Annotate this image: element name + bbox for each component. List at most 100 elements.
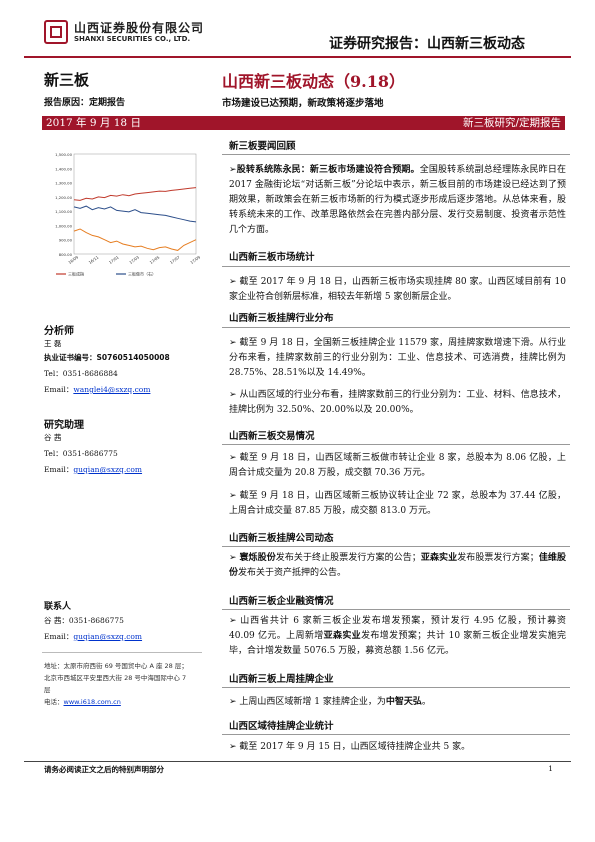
- contact-email-row: Email：guqian@sxzq.com: [44, 631, 142, 643]
- section-market-title: 山西新三板市场统计: [229, 252, 315, 263]
- bullet-icon: ➢: [229, 277, 240, 287]
- section-trading-title: 山西新三板交易情况: [229, 431, 315, 442]
- pending-text: 截至 2017 年 9 月 15 日，山西区域待挂牌企业共 5 家。: [239, 742, 471, 752]
- section-pending-body: ➢ 截至 2017 年 9 月 15 日，山西区域待挂牌企业共 5 家。: [229, 740, 566, 755]
- y-tick-label: 900.00: [59, 238, 73, 243]
- section-divider: [222, 734, 570, 735]
- company-2: 亚森实业: [420, 553, 458, 563]
- bullet-icon: ➢: [229, 742, 240, 752]
- x-tick-label: 16/11: [88, 254, 100, 265]
- section-pending-title: 山西区域待挂牌企业统计: [229, 721, 334, 732]
- analyst-email-link[interactable]: wanglei4@sxzq.com: [73, 385, 151, 394]
- y-tick-label: 1,300.00: [55, 181, 72, 186]
- company-1-text: 发布关于终止股票发行方案的公告；: [275, 553, 421, 563]
- x-tick-label: 17/03: [128, 254, 140, 265]
- news-text: 全国股转系统副总经理陈永民昨日在 2017 金融街论坛“对话新三板”分论坛中表示…: [229, 165, 566, 235]
- contact-heading: 联系人: [44, 602, 72, 612]
- report-reason: 报告原因：定期报告: [44, 98, 126, 108]
- document-type: 证券研究报告：山西新三板动态: [329, 36, 525, 52]
- section-industry-p1: ➢ 截至 9 月 18 日，全国新三板挂牌企业 11579 家，周挂牌家数增速下…: [229, 336, 566, 381]
- section-divider: [222, 687, 570, 688]
- bullet-icon: ➢: [229, 491, 240, 501]
- footer-divider: [24, 761, 571, 762]
- report-category: 新三板研究/定期报告: [462, 117, 561, 129]
- y-tick-label: 1,200.00: [55, 195, 72, 200]
- x-tick-label: 17/09: [189, 254, 201, 265]
- section-trading-p1: ➢ 截至 9 月 18 日，山西区域新三板做市转让企业 8 家，总股本为 8.0…: [229, 451, 566, 481]
- page-title: 山西新三板动态（9.18）: [222, 72, 405, 91]
- section-listing-title: 山西新三板上周挂牌企业: [229, 674, 334, 685]
- contact-email-label: Email：: [44, 632, 74, 641]
- listing-text-2: 。: [421, 697, 431, 707]
- legend-label: 三板做市（右）: [128, 271, 156, 277]
- y-tick-label: 1,400.00: [55, 166, 72, 171]
- industry-text-2: 从山西区域的行业分布看，挂牌家数前三的行业分别为：工业、材料、信息技术，挂牌比例…: [229, 390, 566, 415]
- assistant-email-row: Email：guqian@sxzq.com: [44, 464, 142, 476]
- x-tick-label: 17/01: [108, 254, 120, 265]
- analyst-email-label: Email：: [44, 385, 74, 394]
- section-industry-title: 山西新三板挂牌行业分布: [229, 313, 334, 324]
- bullet-icon: ➢: [229, 338, 240, 348]
- date-bar: [42, 116, 565, 130]
- series-line: [73, 205, 197, 223]
- section-finance-body: ➢ 山西省共计 6 家新三板企业发布增发预案，预计发行 4.95 亿股，预计募资…: [229, 614, 566, 659]
- company-1: 寰烁股份: [239, 553, 276, 563]
- y-tick-label: 1,500.00: [55, 152, 72, 157]
- contact-email-link[interactable]: guqian@sxzq.com: [73, 632, 143, 641]
- cert-label: 执业证书编号：: [44, 353, 97, 362]
- company-logo-icon: [44, 20, 68, 44]
- website-label: 电话：: [44, 698, 64, 706]
- cert-value: S0760514050008: [96, 353, 170, 362]
- section-listing-body: ➢ 上周山西区域新增 1 家挂牌企业，为中智天弘。: [229, 695, 566, 710]
- section-divider: [222, 154, 570, 155]
- y-tick-label: 800.00: [59, 252, 73, 257]
- bullet-icon: ➢: [229, 453, 240, 463]
- company-name-en: SHANXI SECURITIES CO., LTD.: [74, 35, 191, 43]
- assistant-name: 谷 茜: [44, 433, 62, 442]
- disclaimer-note: 请务必阅读正文之后的特别声明部分: [44, 765, 164, 774]
- series-line: [73, 187, 197, 201]
- section-divider: [222, 546, 570, 547]
- contact-name: 谷 茜：0351-8686775: [44, 616, 124, 625]
- analyst-tel: Tel：0351-8686884: [44, 369, 118, 378]
- cert-number: 执业证书编号：S0760514050008: [44, 352, 170, 364]
- bullet-icon: ➢: [229, 697, 240, 707]
- y-tick-label: 1,000.00: [55, 223, 72, 228]
- section-news-body: ➢股转系统陈永民：新三板市场建设符合预期。全国股转系统副总经理陈永民昨日在 20…: [229, 163, 566, 238]
- assistant-email-label: Email：: [44, 465, 74, 474]
- finance-company: 亚森实业: [323, 631, 362, 641]
- page-number: 1: [548, 764, 553, 773]
- assistant-tel: Tel：0351-8686775: [44, 449, 118, 458]
- section-finance-title: 山西新三板企业融资情况: [229, 596, 334, 607]
- header-divider: [24, 56, 571, 58]
- legend-label: 三板成指: [68, 271, 84, 277]
- section-news-title: 新三板要闻回顾: [229, 141, 296, 152]
- bullet-icon: ➢: [229, 390, 240, 400]
- assistant-email-link[interactable]: guqian@sxzq.com: [73, 465, 143, 474]
- industry-text-1: 截至 9 月 18 日，全国新三板挂牌企业 11579 家，周挂牌家数增速下滑。…: [229, 338, 566, 378]
- analyst-name: 王 磊: [44, 339, 62, 348]
- section-trading-p2: ➢ 截至 9 月 18 日，山西区域新三板协议转让企业 72 家，总股本为 37…: [229, 489, 566, 519]
- section-company-body: ➢ 寰烁股份发布关于终止股票发行方案的公告；亚森实业发布股票发行方案；佳维股份发…: [229, 551, 566, 581]
- section-divider: [222, 266, 570, 267]
- finance-text-2: 发布增发预案；共计 10 家新三板企业增发实施完毕，合计增发数量 5076.5 …: [229, 631, 566, 656]
- address-block: 地址：太原市府西街 69 号国贸中心 A 座 28 层； 北京市西城区平安里西大…: [44, 660, 206, 708]
- x-tick-label: 17/07: [169, 254, 181, 265]
- bullet-icon: ➢: [229, 553, 240, 563]
- address-line-1: 地址：太原市府西街 69 号国贸中心 A 座 28 层；: [44, 662, 188, 670]
- listing-company: 中智天弘: [385, 697, 422, 707]
- company-name-cn: 山西证券股份有限公司: [74, 21, 205, 35]
- trading-text-1: 截至 9 月 18 日，山西区域新三板做市转让企业 8 家，总股本为 8.06 …: [229, 453, 566, 478]
- index-line-chart: 1,500.00 1,400.00 1,300.00 1,200.00 1,100.00…: [55, 152, 201, 277]
- plot-frame: [73, 153, 197, 255]
- assistant-heading: 研究助理: [44, 420, 84, 431]
- report-date: 2017 年 9 月 18 日: [46, 117, 141, 129]
- sidebar-title: 新三板: [44, 71, 90, 89]
- market-text: 截至 2017 年 9 月 18 日，山西新三板市场实现挂牌 80 家。山西区域…: [229, 277, 566, 302]
- section-divider: [222, 444, 570, 445]
- website-link[interactable]: www.i618.com.cn: [63, 698, 121, 706]
- y-tick-label: 1,100.00: [55, 209, 72, 214]
- x-tick-label: 17/05: [149, 254, 161, 265]
- address-line-3: 层: [44, 686, 51, 694]
- company-2-text: 发布股票发行方案；: [457, 553, 539, 563]
